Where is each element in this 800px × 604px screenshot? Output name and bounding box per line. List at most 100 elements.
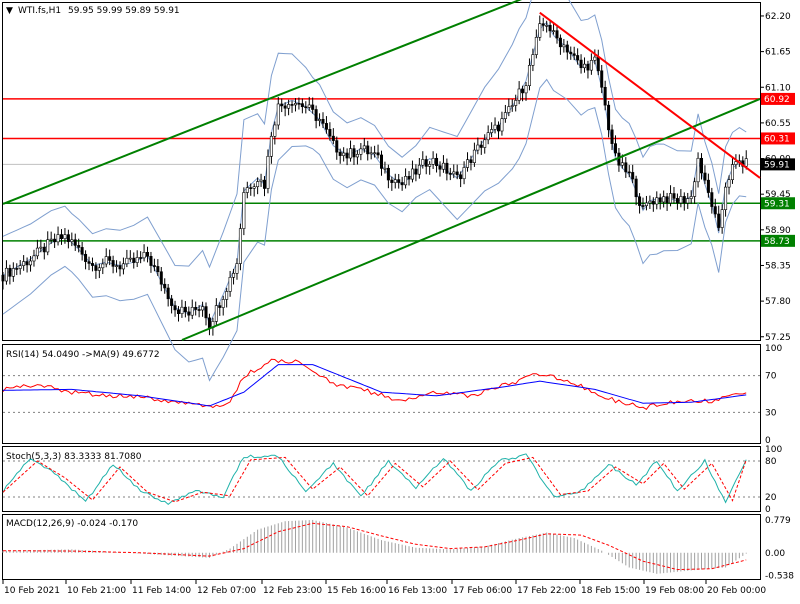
candle-body bbox=[421, 159, 425, 166]
candle-body bbox=[152, 265, 156, 267]
x-tick-label-5: 15 Feb 16:00 bbox=[327, 586, 386, 596]
candle-body bbox=[493, 124, 497, 130]
candle-body bbox=[187, 311, 191, 316]
candle-body bbox=[734, 161, 738, 165]
candle-body bbox=[90, 263, 94, 266]
candle-body bbox=[486, 132, 490, 141]
candle-body bbox=[527, 65, 531, 86]
candle-body bbox=[39, 246, 43, 249]
bollinger-lower bbox=[2, 78, 747, 382]
level-label-3: 58.73 bbox=[764, 237, 790, 247]
candle-body bbox=[452, 171, 456, 175]
candle-body bbox=[304, 106, 308, 109]
candle-body bbox=[631, 172, 635, 180]
candle-body bbox=[572, 53, 576, 56]
stoch-layer-tick-0: 100 bbox=[765, 445, 782, 455]
candle-body bbox=[476, 144, 480, 151]
candle-body bbox=[531, 54, 535, 66]
candle-body bbox=[300, 103, 304, 108]
price-tick-5: 59.45 bbox=[765, 190, 791, 200]
candle-body bbox=[142, 252, 146, 259]
level-label-bg-0 bbox=[761, 92, 795, 105]
candle-body bbox=[638, 196, 642, 206]
candle-body bbox=[269, 135, 273, 157]
candle-body bbox=[610, 129, 614, 144]
candle-body bbox=[510, 105, 514, 107]
channel-upper-line bbox=[2, 0, 523, 205]
candle-body bbox=[218, 305, 222, 308]
current-price-label: 59.91 bbox=[764, 160, 790, 170]
candle-body bbox=[77, 245, 81, 248]
candle-body bbox=[249, 187, 253, 189]
candle-body bbox=[565, 44, 569, 53]
candle-body bbox=[410, 168, 414, 180]
candle-body bbox=[66, 234, 70, 242]
price-tick-0: 62.20 bbox=[765, 12, 791, 22]
candle-body bbox=[373, 152, 377, 155]
candle-body bbox=[228, 276, 232, 292]
candle-body bbox=[428, 164, 432, 167]
candle-body bbox=[596, 56, 600, 72]
candle-body bbox=[22, 261, 26, 266]
x-tick-label-10: 19 Feb 08:00 bbox=[645, 586, 704, 596]
candle-body bbox=[201, 306, 205, 311]
candle-body bbox=[245, 187, 249, 193]
chart-dropdown-icon[interactable]: ▼ bbox=[6, 6, 13, 16]
series-line-0 bbox=[2, 358, 747, 410]
candle-body bbox=[644, 202, 648, 206]
candle-body bbox=[717, 213, 721, 228]
x-tick-label-0: 10 Feb 2021 bbox=[4, 586, 60, 596]
candle-body bbox=[349, 148, 353, 159]
candle-body bbox=[658, 197, 662, 203]
candle-body bbox=[307, 104, 311, 108]
candle-body bbox=[355, 154, 359, 158]
rsi-layer-tick-3: 0 bbox=[765, 436, 771, 446]
price-tick-2: 61.10 bbox=[765, 83, 791, 93]
candle-body bbox=[503, 112, 507, 119]
candle-body bbox=[49, 238, 53, 241]
candle-body bbox=[97, 267, 101, 271]
candle-body bbox=[214, 305, 218, 322]
candle-body bbox=[404, 176, 408, 186]
x-tick-label-2: 11 Feb 14:00 bbox=[132, 586, 191, 596]
candle-body bbox=[128, 257, 132, 260]
stoch-layer: 100 80 20 0 bbox=[2, 445, 782, 515]
candle-body bbox=[407, 176, 411, 180]
candle-body bbox=[32, 255, 36, 262]
candle-body bbox=[135, 257, 139, 263]
candle-body bbox=[455, 171, 459, 176]
candle-body bbox=[545, 25, 549, 27]
candle-body bbox=[466, 159, 470, 168]
candle-body bbox=[359, 148, 363, 155]
candle-body bbox=[204, 306, 208, 319]
candle-body bbox=[84, 253, 88, 262]
rsi-layer-tick-1: 70 bbox=[765, 372, 777, 382]
candle-body bbox=[507, 106, 511, 113]
candle-body bbox=[400, 182, 404, 186]
macd-layer-tick-1: 0.00 bbox=[765, 549, 785, 559]
candle-body bbox=[1, 274, 5, 282]
candle-body bbox=[648, 200, 652, 204]
level-label-0: 60.92 bbox=[764, 95, 790, 105]
candle-body bbox=[146, 252, 150, 257]
candle-body bbox=[562, 44, 566, 48]
candle-body bbox=[207, 317, 211, 328]
bollinger-middle bbox=[2, 21, 747, 326]
candle-body bbox=[362, 145, 366, 150]
candle-body bbox=[53, 238, 57, 243]
level-label-2: 59.31 bbox=[764, 199, 790, 209]
candle-body bbox=[379, 154, 383, 169]
candle-body bbox=[686, 198, 690, 204]
candle-body bbox=[263, 179, 267, 189]
candle-body bbox=[70, 239, 74, 242]
channel-lower-line bbox=[181, 97, 761, 341]
candle-body bbox=[104, 256, 108, 265]
candle-body bbox=[56, 234, 60, 243]
main-pane-frame bbox=[2, 2, 761, 341]
candle-body bbox=[101, 263, 105, 269]
candle-body bbox=[534, 37, 538, 55]
x-tick-label-7: 17 Feb 06:00 bbox=[453, 586, 512, 596]
candle-body bbox=[335, 140, 339, 153]
price-tick-1: 61.65 bbox=[765, 48, 791, 58]
